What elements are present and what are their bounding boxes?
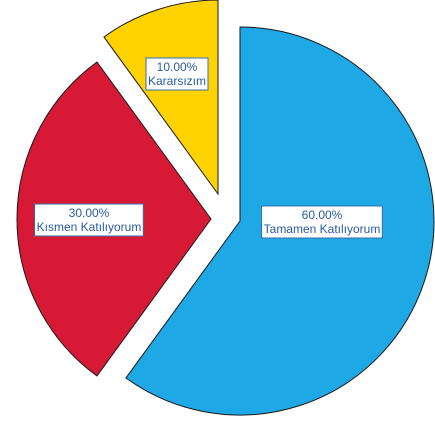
slice-label-box [261, 205, 383, 239]
pie-labels: 60.00%Tamamen Katılıyorum 30.00%Kısmen Ka… [34, 57, 383, 239]
slice-label-box [34, 203, 144, 237]
slice-category-label: Tamamen Katılıyorum [264, 222, 381, 236]
slice-category-label: Kısmen Katılıyorum [37, 220, 142, 234]
slice-label-box [145, 57, 209, 91]
slice-value-label: 10.00% [157, 60, 198, 74]
slice-label-tamamen-katiliyorum: 60.00%Tamamen Katılıyorum [261, 205, 383, 239]
slice-value-label: 60.00% [302, 208, 343, 222]
slice-category-label: Kararsızım [148, 74, 206, 88]
pie-slice-kararsizim [103, 0, 219, 196]
slice-label-kararsizim: 10.00%Kararsızım [145, 57, 209, 91]
slice-value-label: 30.00% [69, 206, 110, 220]
slice-label-kismen-katiliyorum: 30.00%Kısmen Katılıyorum [34, 203, 144, 237]
